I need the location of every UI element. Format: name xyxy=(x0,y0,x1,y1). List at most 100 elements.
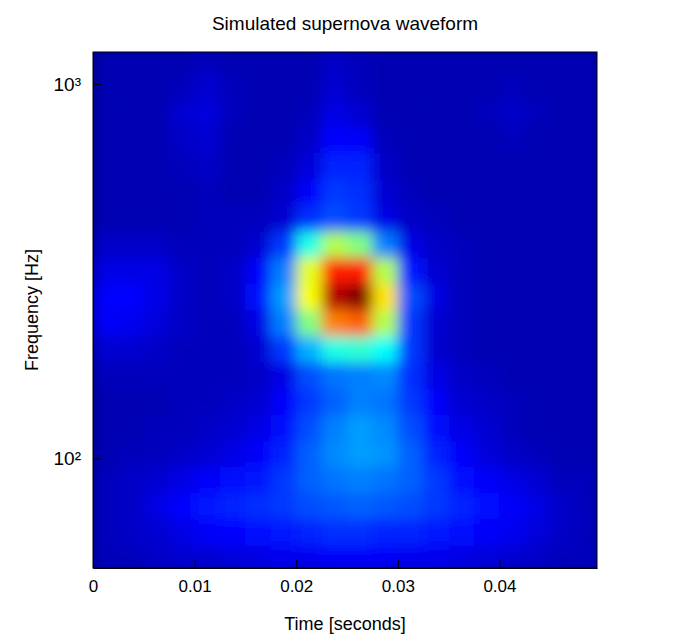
plot-background xyxy=(93,52,597,568)
heatmap-cell xyxy=(93,205,119,232)
heatmap-cell xyxy=(220,493,246,520)
heatmap-cell xyxy=(245,205,271,232)
heatmap-cell xyxy=(398,126,424,153)
heatmap-cell xyxy=(499,336,525,363)
heatmap-cell xyxy=(550,179,576,206)
heatmap-cell xyxy=(322,231,348,258)
heatmap-cell xyxy=(576,493,597,520)
heatmap-cell xyxy=(576,336,597,363)
heatmap-cell xyxy=(195,545,221,568)
heatmap-cell xyxy=(423,310,449,337)
heatmap-cell xyxy=(118,545,144,568)
heatmap-cell xyxy=(347,388,373,415)
heatmap-cell xyxy=(550,74,576,101)
heatmap-cell xyxy=(169,440,195,467)
heatmap-cell xyxy=(296,283,322,310)
heatmap-cell xyxy=(220,545,246,568)
y-tick: 10³ xyxy=(54,74,101,95)
heatmap-cell xyxy=(347,257,373,284)
heatmap-cell xyxy=(449,179,475,206)
heatmap-cell xyxy=(347,336,373,363)
heatmap-cell xyxy=(398,336,424,363)
heatmap-cell xyxy=(93,414,119,441)
heatmap-cell xyxy=(195,336,221,363)
heatmap-cell xyxy=(423,231,449,258)
heatmap-cell xyxy=(144,179,170,206)
heatmap-cell xyxy=(195,283,221,310)
heatmap-cell xyxy=(423,179,449,206)
heatmap-cell xyxy=(169,231,195,258)
heatmap-cell xyxy=(423,414,449,441)
heatmap-cell xyxy=(398,519,424,546)
heatmap-cell xyxy=(576,467,597,494)
heatmap-cell xyxy=(245,257,271,284)
heatmap-cell xyxy=(271,52,297,74)
heatmap-cell xyxy=(195,153,221,180)
heatmap-cell xyxy=(474,467,500,494)
heatmap-cell xyxy=(322,467,348,494)
y-tick-label: 10³ xyxy=(54,74,81,95)
y-tick-label: 10² xyxy=(54,448,81,469)
heatmap-cell xyxy=(220,126,246,153)
heatmap-cell xyxy=(398,257,424,284)
heatmap-cell xyxy=(118,388,144,415)
heatmap-cell xyxy=(449,52,475,74)
heatmap-cell xyxy=(525,153,551,180)
heatmap-cell xyxy=(423,493,449,520)
heatmap-cell xyxy=(296,231,322,258)
heatmap-cell xyxy=(144,519,170,546)
heatmap-cell xyxy=(322,100,348,127)
heatmap-cell xyxy=(220,283,246,310)
heatmap-cell xyxy=(474,545,500,568)
x-axis: 00.010.020.030.04 xyxy=(89,560,598,596)
heatmap-cell xyxy=(423,153,449,180)
heatmap-cell xyxy=(271,257,297,284)
heatmap-cell xyxy=(525,126,551,153)
x-tick-mark xyxy=(296,560,297,568)
heatmap-cell xyxy=(372,205,398,232)
heatmap-cell xyxy=(550,545,576,568)
heatmap-cell xyxy=(499,74,525,101)
heatmap-cell xyxy=(550,231,576,258)
heatmap-cell xyxy=(525,283,551,310)
heatmap-cell xyxy=(245,231,271,258)
heatmap-cell xyxy=(296,388,322,415)
heatmap-cell xyxy=(93,440,119,467)
heatmap-cell xyxy=(499,467,525,494)
heatmap-cell xyxy=(398,283,424,310)
heatmap-cell xyxy=(398,74,424,101)
heatmap-cell xyxy=(93,388,119,415)
heatmap-cell xyxy=(220,231,246,258)
heatmap-cell xyxy=(118,205,144,232)
heatmap-cell xyxy=(93,231,119,258)
heatmap-cell xyxy=(449,231,475,258)
heatmap-cell xyxy=(220,310,246,337)
heatmap-cell xyxy=(449,388,475,415)
heatmap-cell xyxy=(423,519,449,546)
heatmap-cell xyxy=(296,414,322,441)
heatmap-cell xyxy=(322,283,348,310)
heatmap-cell xyxy=(118,231,144,258)
heatmap-cell xyxy=(118,153,144,180)
heatmap-cell xyxy=(93,126,119,153)
heatmap-cell xyxy=(474,257,500,284)
heatmap-cell xyxy=(474,440,500,467)
heatmap-cell xyxy=(525,257,551,284)
heatmap-cell xyxy=(271,153,297,180)
heatmap-cell xyxy=(118,440,144,467)
heatmap-cell xyxy=(322,440,348,467)
heatmap-cell xyxy=(499,440,525,467)
x-tick-mark xyxy=(499,560,500,568)
heatmap-cell xyxy=(271,519,297,546)
heatmap-cell xyxy=(195,126,221,153)
heatmap-cell xyxy=(220,100,246,127)
heatmap-cell xyxy=(169,126,195,153)
heatmap-cell xyxy=(296,519,322,546)
heatmap-cell xyxy=(169,205,195,232)
heatmap-cell xyxy=(576,545,597,568)
heatmap-cell xyxy=(220,467,246,494)
heatmap-cell xyxy=(347,205,373,232)
heatmap-cell xyxy=(499,493,525,520)
heatmap-cell xyxy=(245,179,271,206)
heatmap-cell xyxy=(474,52,500,74)
